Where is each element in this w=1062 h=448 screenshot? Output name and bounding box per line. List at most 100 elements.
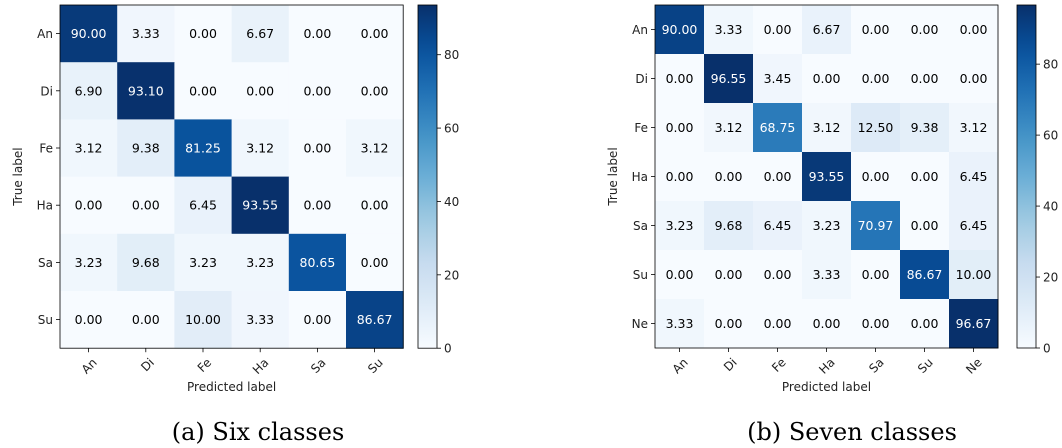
heatmap-cell <box>753 152 803 202</box>
cell-value-label: 9.38 <box>911 120 939 135</box>
panel-caption: (b) Seven classes <box>747 418 957 446</box>
heatmap-cell <box>346 119 404 178</box>
heatmap-cell <box>117 5 175 63</box>
heatmap-cell <box>753 299 803 349</box>
heatmap-cell <box>346 62 404 120</box>
heatmap-cell <box>60 176 118 235</box>
heatmap-cell <box>655 103 705 153</box>
cell-value-label: 0.00 <box>862 316 890 331</box>
cell-value-label: 3.12 <box>246 141 274 156</box>
heatmap-cell <box>231 291 290 349</box>
x-tick-label: An <box>79 356 100 377</box>
y-tick-label: Sa <box>633 219 648 233</box>
heatmap-cell <box>802 201 852 251</box>
heatmap-cell <box>949 250 999 300</box>
heatmap-cell <box>949 103 999 153</box>
x-tick-label: Ha <box>250 356 271 377</box>
y-tick-label: Ne <box>632 317 648 331</box>
heatmap-cell <box>60 291 118 349</box>
heatmap-cell <box>231 5 290 63</box>
cell-value-label: 3.33 <box>246 312 274 327</box>
cell-value-label: 3.33 <box>132 26 160 41</box>
heatmap-cell <box>851 152 901 202</box>
heatmap-cell <box>851 201 901 251</box>
y-tick-label: Su <box>633 268 648 282</box>
heatmap-cell <box>231 62 290 120</box>
cell-value-label: 6.67 <box>813 22 841 37</box>
cell-value-label: 0.00 <box>764 267 792 282</box>
heatmap-cell <box>851 103 901 153</box>
cell-value-label: 0.00 <box>361 198 389 213</box>
cell-value-label: 6.45 <box>189 198 217 213</box>
heatmap-cell <box>704 201 754 251</box>
heatmap-cell <box>753 201 803 251</box>
heatmap-cell <box>753 103 803 153</box>
cell-value-label: 0.00 <box>911 316 939 331</box>
cell-value-label: 0.00 <box>666 267 694 282</box>
colorbar-tick-label: 40 <box>1043 200 1058 214</box>
heatmap-cell <box>655 250 705 300</box>
heatmap-cell <box>704 103 754 153</box>
cell-value-label: 0.00 <box>715 316 743 331</box>
cell-value-label: 96.55 <box>711 71 747 86</box>
y-tick-label: Di <box>40 84 53 98</box>
colorbar-tick-label: 80 <box>444 48 459 62</box>
y-tick-label: Di <box>635 72 648 86</box>
heatmap-cell <box>802 54 852 104</box>
colorbar-tick-label: 60 <box>1043 129 1058 143</box>
heatmap-cell <box>174 62 233 120</box>
heatmap-cell <box>655 54 705 104</box>
cell-value-label: 0.00 <box>862 267 890 282</box>
cell-value-label: 0.00 <box>911 22 939 37</box>
x-tick-label: Sa <box>866 355 886 375</box>
cell-value-label: 0.00 <box>361 83 389 98</box>
heatmap-cell <box>60 233 118 292</box>
cell-value-label: 0.00 <box>911 169 939 184</box>
heatmap-cell <box>60 119 118 178</box>
heatmap-cell <box>346 176 404 235</box>
heatmap-cell <box>900 201 950 251</box>
cell-value-label: 0.00 <box>764 169 792 184</box>
heatmap-cell <box>288 176 347 235</box>
heatmap-cell <box>753 5 803 55</box>
y-tick-label: Ha <box>37 199 53 213</box>
heatmap-cell <box>851 5 901 55</box>
cell-value-label: 0.00 <box>75 198 103 213</box>
cell-value-label: 0.00 <box>189 26 217 41</box>
x-tick-label: An <box>670 355 691 376</box>
cell-value-label: 0.00 <box>715 169 743 184</box>
cell-value-label: 0.00 <box>813 316 841 331</box>
heatmap-cell <box>802 152 852 202</box>
heatmap-cell <box>346 5 404 63</box>
cell-value-label: 3.23 <box>75 255 103 270</box>
cell-value-label: 0.00 <box>862 22 890 37</box>
cell-value-label: 68.75 <box>760 120 796 135</box>
cell-value-label: 10.00 <box>956 267 992 282</box>
cell-value-label: 3.12 <box>361 141 389 156</box>
cell-value-label: 0.00 <box>666 71 694 86</box>
cell-value-label: 0.00 <box>813 71 841 86</box>
cell-value-label: 3.12 <box>75 141 103 156</box>
heatmap-cell <box>949 299 999 349</box>
cell-value-label: 0.00 <box>666 120 694 135</box>
cell-value-label: 80.65 <box>300 255 336 270</box>
heatmap-cell <box>704 250 754 300</box>
x-tick-label: Ne <box>963 355 984 376</box>
cell-value-label: 3.23 <box>246 255 274 270</box>
x-tick-label: Di <box>138 356 157 375</box>
cell-value-label: 10.00 <box>185 312 221 327</box>
cell-value-label: 0.00 <box>189 83 217 98</box>
x-tick-label: Fe <box>769 355 789 375</box>
heatmap-cell <box>288 233 347 292</box>
cell-value-label: 0.00 <box>960 22 988 37</box>
cell-value-label: 0.00 <box>960 71 988 86</box>
heatmap-cell <box>900 152 950 202</box>
cell-value-label: 3.33 <box>813 267 841 282</box>
cell-value-label: 6.67 <box>246 26 274 41</box>
cell-value-label: 0.00 <box>303 83 331 98</box>
colorbar <box>1016 4 1037 349</box>
cell-value-label: 0.00 <box>764 22 792 37</box>
x-tick-label: Di <box>721 355 740 374</box>
heatmap-cell <box>117 176 175 235</box>
